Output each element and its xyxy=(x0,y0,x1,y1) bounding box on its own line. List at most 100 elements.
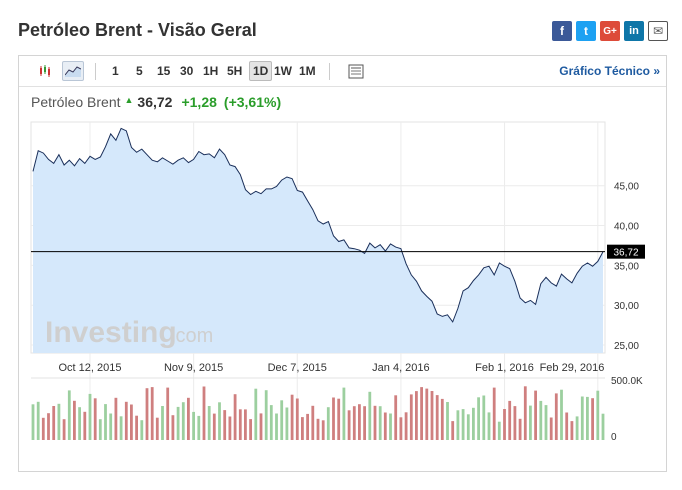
last-price: 36,72 xyxy=(137,94,173,110)
volume-bar xyxy=(430,391,434,440)
twitter-share-icon[interactable]: t xyxy=(576,21,596,41)
timeframe-5[interactable]: 5 xyxy=(136,64,143,78)
volume-bar xyxy=(492,387,496,440)
volume-bar xyxy=(36,401,40,440)
email-share-icon[interactable]: ✉ xyxy=(648,21,668,41)
price-chart[interactable]: Investing.com 36,72 45,00 40,00 35,00 30,00 25… xyxy=(19,56,666,471)
volume-bar xyxy=(31,404,35,440)
volume-bar xyxy=(197,415,201,440)
volume-bar xyxy=(570,421,574,440)
volume-bar xyxy=(549,417,553,440)
volume-bar xyxy=(544,405,548,440)
volume-bar xyxy=(259,413,263,440)
x-tick-label: Jan 4, 2016 xyxy=(372,362,430,374)
volume-bar xyxy=(565,412,569,440)
volume-bar xyxy=(238,409,242,440)
volume-bar xyxy=(202,386,206,440)
volume-bar xyxy=(254,388,258,440)
volume-bar xyxy=(124,401,128,440)
timeframe-30[interactable]: 30 xyxy=(180,64,194,78)
price-change: +1,28 xyxy=(181,94,217,110)
technical-chart-link[interactable]: Gráfico Técnico » xyxy=(559,64,660,78)
timeframe-1w[interactable]: 1W xyxy=(274,64,292,78)
x-tick-label: Feb 1, 2016 xyxy=(475,362,534,374)
volume-bar xyxy=(363,406,366,440)
volume-bar xyxy=(513,406,517,440)
volume-bar xyxy=(212,413,216,440)
volume-bar xyxy=(41,417,45,440)
volume-bar xyxy=(358,404,361,440)
volume-bar xyxy=(228,416,232,440)
volume-bar xyxy=(591,398,594,440)
volume-bar xyxy=(161,406,164,440)
toolbar-separator xyxy=(329,63,330,80)
volume-bar xyxy=(150,387,154,440)
timeframe-1h[interactable]: 1H xyxy=(203,64,219,78)
volume-bar xyxy=(223,410,227,440)
volume-bar xyxy=(534,390,537,440)
volume-bar xyxy=(596,390,600,440)
volume-bar xyxy=(503,409,506,440)
volume-bar xyxy=(342,387,346,440)
volume-bar xyxy=(311,405,315,440)
googleplus-share-icon[interactable]: G+ xyxy=(600,21,620,41)
price-change-percent: (+3,61%) xyxy=(223,94,282,110)
area-chart-icon[interactable] xyxy=(62,61,84,81)
volume-bar xyxy=(192,411,195,440)
volume-bar xyxy=(130,404,133,440)
volume-bar xyxy=(176,406,180,440)
candlestick-chart-icon[interactable] xyxy=(34,61,56,81)
volume-bar xyxy=(140,420,144,440)
toolbar-separator xyxy=(95,63,96,80)
volume-bar xyxy=(560,389,563,440)
timeframe-1m[interactable]: 1M xyxy=(299,64,316,78)
y-tick-label: 40,00 xyxy=(614,222,639,233)
volume-bar xyxy=(306,413,309,440)
y-tick-label: 30,00 xyxy=(614,301,639,312)
volume-bar xyxy=(389,413,392,440)
volume-bar xyxy=(244,409,247,440)
volume-bar xyxy=(280,400,284,440)
y-tick-label: 45,00 xyxy=(614,182,639,193)
data-table-icon[interactable] xyxy=(345,61,367,81)
volume-bar xyxy=(218,402,221,440)
volume-bar xyxy=(482,395,486,440)
volume-bar xyxy=(451,421,455,440)
timeframe-1d[interactable]: 1D xyxy=(249,61,273,81)
volume-bar xyxy=(207,406,211,440)
x-tick-label: Dec 7, 2015 xyxy=(268,362,327,374)
volume-bar xyxy=(394,395,398,440)
volume-bar xyxy=(104,404,107,440)
volume-bar xyxy=(181,402,185,440)
volume-bar xyxy=(425,388,429,440)
linkedin-share-icon[interactable]: in xyxy=(624,21,644,41)
volume-bar xyxy=(601,413,605,440)
volume-bar xyxy=(415,391,418,440)
volume-bar xyxy=(67,390,71,440)
volume-bar xyxy=(119,416,123,440)
timeframe-15[interactable]: 15 xyxy=(157,64,171,78)
volume-bar xyxy=(285,407,289,440)
timeframe-5h[interactable]: 5H xyxy=(227,64,243,78)
volume-bar xyxy=(269,405,273,440)
facebook-share-icon[interactable]: f xyxy=(552,21,572,41)
volume-tick-label: 0 xyxy=(611,432,617,443)
quote-summary: Petróleo Brent ▲ 36,72 +1,28 (+3,61%) xyxy=(31,94,288,110)
share-bar: f t G+ in ✉ xyxy=(552,21,668,41)
volume-bar xyxy=(352,406,356,440)
volume-bar xyxy=(98,419,102,440)
current-price-label: 36,72 xyxy=(613,248,638,259)
price-line xyxy=(32,127,604,323)
volume-bar xyxy=(580,396,584,440)
y-tick-label: 35,00 xyxy=(614,261,639,272)
volume-bar xyxy=(321,420,325,440)
volume-bar xyxy=(295,398,299,440)
x-tick-label: Feb 29, 2016 xyxy=(540,362,605,374)
volume-bar xyxy=(337,398,341,440)
timeframe-1[interactable]: 1 xyxy=(112,64,119,78)
volume-bar xyxy=(73,400,76,440)
volume-bar xyxy=(109,413,113,440)
volume-bar xyxy=(93,398,97,440)
investing-watermark-suffix: .com xyxy=(170,325,213,347)
volume-bar xyxy=(114,397,118,440)
